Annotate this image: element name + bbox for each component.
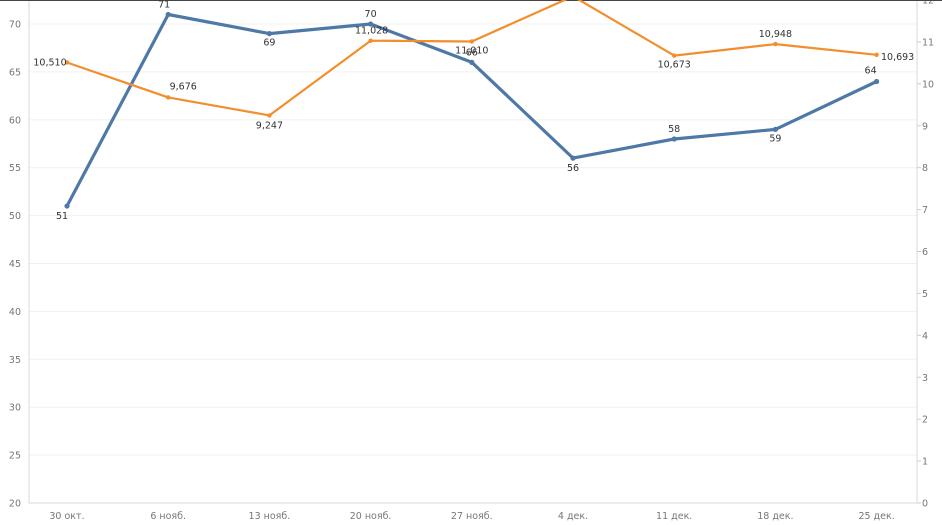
blue-series-point: [772, 126, 779, 133]
orange-series-point: [368, 38, 373, 43]
left-axis-tick-label: 25: [9, 451, 21, 462]
blue-data-label: 51: [56, 211, 68, 222]
orange-series-point: [267, 113, 272, 118]
right-axis-tick-label: 5: [922, 289, 928, 300]
right-axis-tick-label: 4: [922, 331, 928, 342]
series-lines: [64, 0, 880, 209]
orange-data-label: 11,010: [455, 45, 488, 56]
x-axis-tick-label: 6 нояб.: [150, 511, 186, 522]
gridlines: [29, 23, 917, 504]
right-axis-tick-label: 7: [922, 205, 928, 216]
x-axis-tick-label: 13 нояб.: [249, 511, 291, 522]
right-axis-tick-label: 9: [922, 121, 928, 132]
blue-series-point: [570, 155, 576, 161]
right-axis-tick-label: 0: [922, 499, 928, 510]
right-axis-tick-label: 12: [922, 0, 934, 7]
orange-data-label: 9,676: [170, 81, 197, 92]
blue-data-label: 71: [158, 0, 170, 10]
left-axis-tick-label: 65: [9, 67, 21, 78]
right-axis-tick-label: 10: [922, 79, 934, 90]
left-axis-tick-label: 40: [9, 307, 21, 318]
left-axis-tick-label: 45: [9, 259, 21, 270]
blue-data-label: 66: [466, 47, 478, 58]
left-axis-tick-label: 55: [9, 163, 21, 174]
orange-series-point: [64, 60, 70, 65]
blue-data-label: 70: [365, 9, 377, 20]
blue-series-point: [64, 203, 70, 209]
left-axis-tick-label: 50: [9, 211, 21, 222]
blue-data-label: 59: [769, 133, 781, 144]
left-axis-tick-label: 70: [9, 20, 21, 31]
blue-series-point: [874, 78, 880, 85]
x-axis-tick-label: 20 нояб.: [350, 511, 392, 522]
right-axis-tick-label: 6: [922, 247, 928, 258]
left-axis-tick-label: 60: [9, 115, 21, 126]
orange-series-point: [874, 52, 879, 57]
blue-series-point: [469, 59, 475, 65]
blue-data-label: 69: [263, 38, 275, 49]
orange-series-point: [672, 53, 677, 58]
blue-data-label: 58: [668, 124, 680, 135]
x-axis-tick-label: 25 дек.: [858, 511, 894, 522]
orange-data-label: 9,247: [256, 120, 283, 131]
x-axis-tick-label: 11 дек.: [656, 511, 692, 522]
orange-data-label: 10,673: [658, 60, 691, 71]
blue-series-point: [165, 11, 171, 18]
left-axis-tick-label: 20: [9, 499, 21, 510]
orange-series-point: [469, 39, 474, 44]
orange-series-point: [773, 41, 778, 47]
blue-series-point: [266, 31, 272, 37]
right-axis-tick-label: 2: [922, 415, 928, 426]
right-axis-tick-label: 11: [922, 37, 934, 48]
orange-data-label: 11,028: [355, 26, 388, 37]
blue-data-label: 64: [865, 66, 877, 77]
blue-series-point: [368, 21, 374, 27]
x-axis-tick-label: 27 нояб.: [451, 511, 493, 522]
orange-series-point: [166, 95, 171, 100]
x-axis-tick-label: 30 окт.: [49, 511, 84, 522]
left-axis-tick-label: 30: [9, 403, 21, 414]
blue-data-label: 56: [567, 163, 579, 174]
right-axis-tick-label: 8: [922, 163, 928, 174]
orange-data-label: 10,510: [33, 57, 66, 68]
orange-data-label: 10,693: [881, 52, 914, 63]
right-axis-tick-label: 1: [922, 457, 928, 468]
x-axis-tick-label: 18 дек.: [757, 511, 793, 522]
right-axis-tick-label: 3: [922, 373, 928, 384]
left-axis-tick-label: 35: [9, 355, 21, 366]
blue-series-point: [671, 136, 677, 142]
orange-data-label: 10,948: [759, 29, 792, 40]
x-axis-tick-label: 4 дек.: [558, 511, 588, 522]
data-labels: 51 71 69 70 66 56 58 59 64 10,510 9,676 9,247 11,028…: [33, 0, 914, 222]
